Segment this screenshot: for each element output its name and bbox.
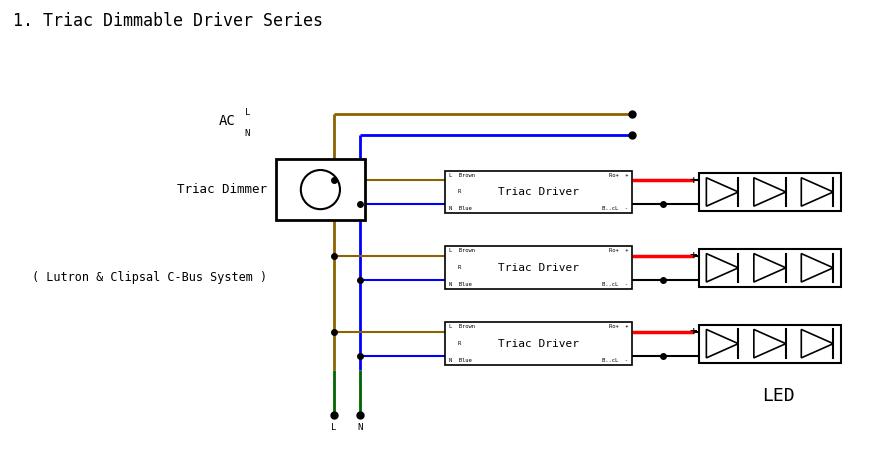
Text: -: - (690, 273, 697, 286)
Text: N: N (358, 423, 363, 432)
Text: Triac Driver: Triac Driver (498, 263, 579, 273)
Text: R: R (457, 341, 461, 346)
Text: L  Brown: L Brown (449, 173, 474, 178)
Bar (445, 246, 632, 289)
Text: B..cL  -: B..cL - (603, 282, 628, 287)
Text: R: R (457, 265, 461, 270)
Text: N  Blue: N Blue (449, 206, 472, 211)
Text: R: R (457, 190, 461, 194)
Ellipse shape (301, 170, 340, 209)
Text: L  Brown: L Brown (449, 248, 474, 254)
Text: Triac Driver: Triac Driver (498, 338, 579, 349)
Text: N  Blue: N Blue (449, 358, 472, 363)
Text: +: + (690, 173, 697, 187)
Text: +: + (690, 249, 697, 263)
Bar (445, 171, 632, 213)
Bar (445, 322, 632, 365)
Text: L: L (331, 423, 336, 432)
Text: N  Blue: N Blue (449, 282, 472, 287)
Text: Ro+  +: Ro+ + (609, 173, 628, 178)
Text: Triac Driver: Triac Driver (498, 187, 579, 197)
Text: Ro+  +: Ro+ + (609, 248, 628, 254)
Text: LED: LED (763, 387, 795, 405)
Bar (699, 325, 841, 363)
Bar (699, 249, 841, 287)
Text: L  Brown: L Brown (449, 324, 474, 329)
Text: -: - (690, 197, 697, 210)
Text: N: N (245, 129, 250, 138)
Text: -: - (690, 349, 697, 362)
Bar (699, 173, 841, 211)
Text: B..cL  -: B..cL - (603, 358, 628, 363)
Text: +: + (690, 325, 697, 338)
Bar (276, 159, 365, 220)
Text: B..cL  -: B..cL - (603, 206, 628, 211)
Text: ( Lutron & Clipsal C-Bus System ): ( Lutron & Clipsal C-Bus System ) (32, 271, 267, 284)
Text: Ro+  +: Ro+ + (609, 324, 628, 329)
Text: Triac Dimmer: Triac Dimmer (177, 183, 267, 196)
Text: 1. Triac Dimmable Driver Series: 1. Triac Dimmable Driver Series (13, 12, 323, 30)
Text: L: L (245, 108, 250, 117)
Text: AC: AC (219, 114, 236, 128)
